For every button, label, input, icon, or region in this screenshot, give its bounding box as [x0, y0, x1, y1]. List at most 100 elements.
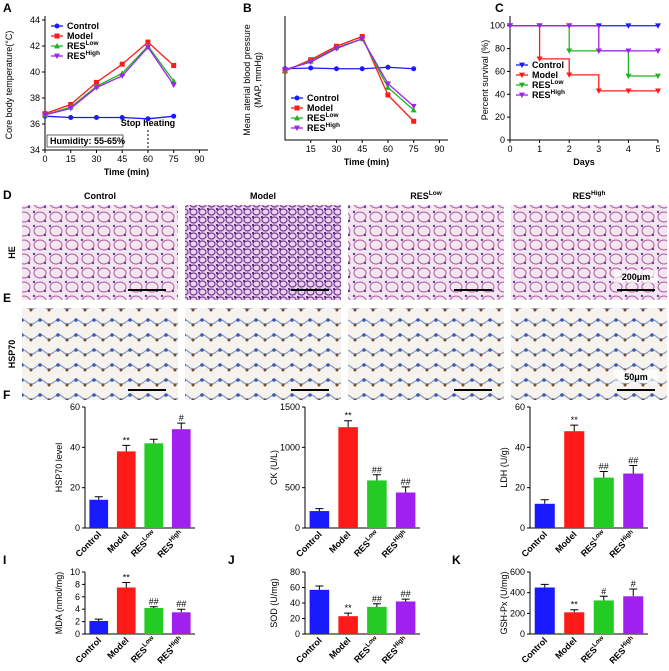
x-tick-label: 15: [306, 144, 316, 154]
series-line: [284, 66, 414, 70]
series-line: [284, 37, 415, 107]
y-tick-label: 42: [30, 41, 40, 51]
y-tick-label: 8: [75, 579, 80, 589]
bar: [564, 431, 585, 528]
panel-letter: C: [495, 1, 504, 15]
error-bar: [570, 609, 579, 613]
error-bar: [122, 444, 131, 452]
bar: [534, 503, 555, 528]
legend-label-base: RES: [67, 41, 86, 51]
x-tick-label: RESLow: [578, 528, 609, 559]
x-tick-label: 2: [567, 144, 572, 154]
bar: [144, 607, 164, 634]
error-bar: [344, 612, 353, 617]
point: [308, 65, 314, 71]
x-axis-label: Time (min): [104, 167, 149, 177]
x-tick-label: 5: [655, 144, 660, 154]
y-tick-label: 2: [75, 617, 80, 627]
y-tick-label: 0: [295, 629, 300, 639]
y-tick-label: 0: [520, 523, 525, 533]
y-tick-label: 80: [290, 567, 300, 577]
legend-label-sup: High: [326, 122, 340, 129]
x-tick-label-sup: High: [620, 529, 635, 544]
x-tick-label: 30: [331, 144, 341, 154]
legend-label: Control: [532, 60, 564, 70]
x-tick-label-base: Model: [553, 529, 578, 554]
y-tick-label: 40: [495, 89, 505, 99]
legend-label: Model: [532, 70, 558, 80]
column-title-sup: Low: [429, 190, 443, 197]
legend-label: RESLow: [307, 112, 339, 123]
point: [307, 59, 314, 65]
point: [411, 66, 417, 72]
y-tick-label: 0: [500, 135, 505, 145]
legend-label-sup: High: [86, 50, 100, 57]
y-tick-label: 38: [30, 93, 40, 103]
bar: [89, 499, 109, 528]
legend-label-sup: High: [551, 89, 565, 96]
bar: [367, 606, 387, 634]
x-tick-label-base: Model: [327, 635, 352, 660]
legend-marker: [294, 95, 300, 101]
x-tick-label-sup: High: [620, 635, 635, 650]
y-tick-label: 60: [70, 402, 80, 412]
y-tick-label: 20: [290, 614, 300, 624]
significance: ##: [401, 477, 411, 487]
x-tick-label: 3: [596, 144, 601, 154]
legend-label-base: RES: [307, 113, 326, 123]
x-tick-label: 4: [626, 144, 631, 154]
y-tick-label: 0: [295, 523, 300, 533]
y-tick-label: 500: [285, 483, 300, 493]
bar: [623, 596, 644, 634]
x-tick-label: RESLow: [351, 528, 382, 559]
x-tick-label: 75: [409, 144, 419, 154]
point: [655, 73, 661, 79]
error-bar: [629, 588, 638, 597]
y-tick-label: 1500: [280, 402, 300, 412]
significance: ##: [599, 462, 609, 472]
point: [119, 115, 125, 120]
point: [411, 118, 417, 124]
point: [595, 88, 602, 94]
point: [655, 23, 661, 29]
y-tick-label: 40: [30, 67, 40, 77]
point: [93, 85, 100, 91]
point: [625, 48, 632, 54]
y-tick-label: 20: [495, 112, 505, 122]
bar: [116, 451, 136, 528]
legend-marker: [54, 33, 60, 39]
micrograph: [185, 205, 341, 300]
micrograph: [22, 205, 178, 300]
series-line: [44, 41, 175, 115]
legend-label: Model: [67, 31, 93, 41]
legend-label-base: Model: [532, 70, 558, 80]
bar: [309, 589, 330, 634]
column-title: RESLow: [410, 190, 442, 201]
legend-marker: [294, 125, 300, 131]
x-tick-label-sup: Low: [141, 528, 156, 543]
point: [333, 66, 339, 72]
point: [566, 23, 573, 29]
x-tick-label: 15: [66, 154, 76, 164]
x-tick-label: 75: [169, 154, 179, 164]
series-line: [44, 46, 175, 116]
legend-label: Control: [307, 93, 339, 103]
y-tick-label: 1000: [280, 442, 300, 452]
axes: [284, 16, 448, 141]
annotation: Humidity: 55-65%: [50, 136, 125, 146]
point: [119, 61, 125, 67]
y-tick-label: 60: [495, 66, 505, 76]
legend-marker: [294, 115, 300, 121]
y-tick-label: 600: [510, 567, 525, 577]
error-bar: [315, 585, 324, 590]
point: [68, 115, 74, 120]
significance: ##: [401, 589, 411, 599]
point: [170, 82, 177, 88]
micrograph: [348, 308, 504, 400]
panel-letter: I: [3, 553, 6, 567]
column-title-base: RES: [410, 191, 429, 201]
significance: **: [123, 573, 131, 583]
x-tick-label: RESHigh: [379, 529, 410, 560]
x-tick-label-sup: High: [392, 635, 407, 650]
x-tick-label: RESLow: [128, 634, 159, 665]
